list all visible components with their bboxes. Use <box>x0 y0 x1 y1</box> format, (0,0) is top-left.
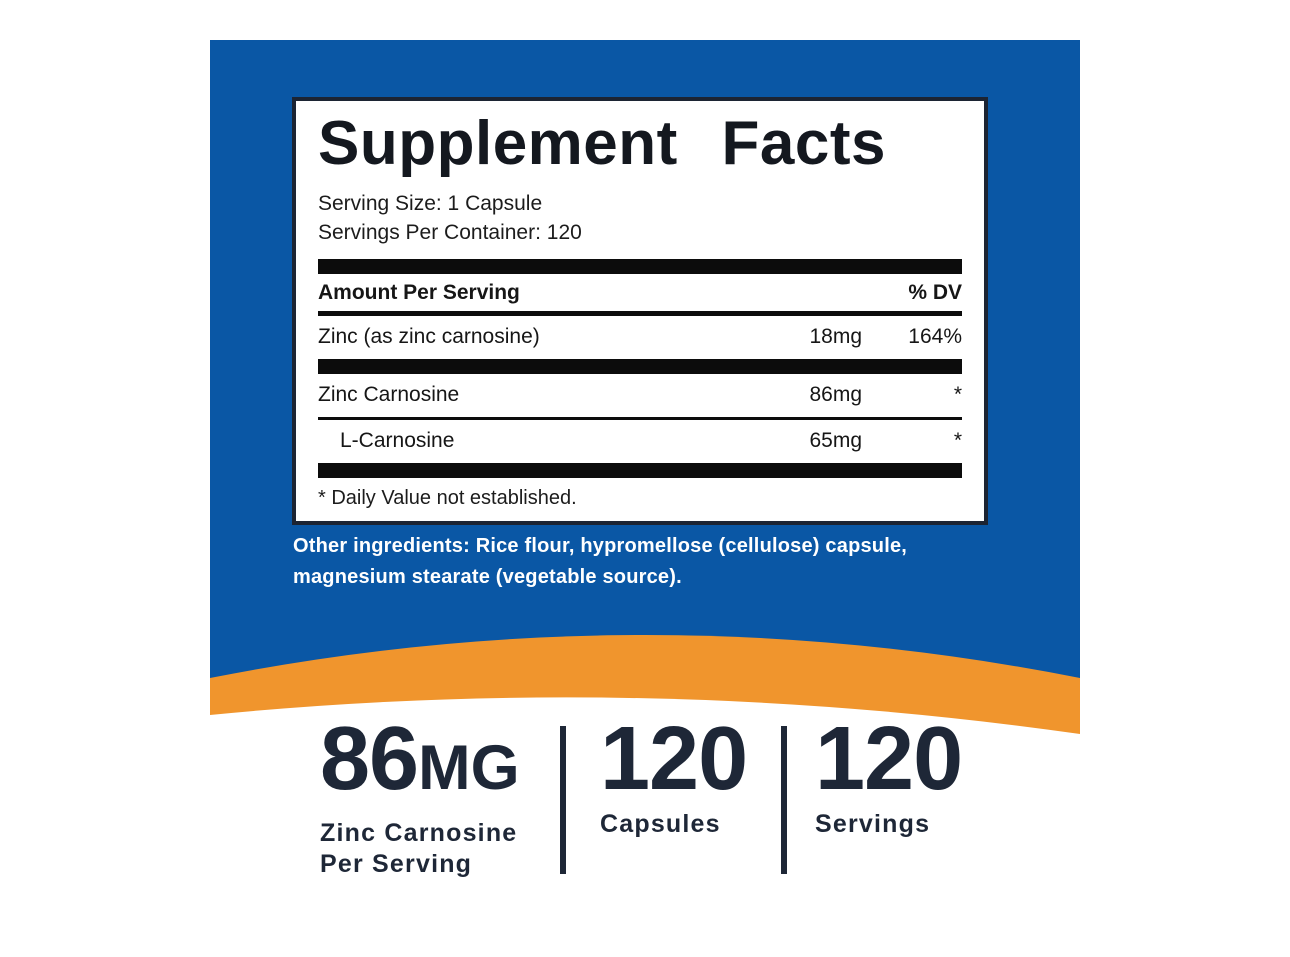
divider-thick-mid <box>318 359 962 374</box>
stat-label: Zinc Carnosine Per Serving <box>320 818 520 880</box>
nutrient-name: Zinc (as zinc carnosine) <box>318 325 540 348</box>
daily-value-footnote: * Daily Value not established. <box>318 487 577 509</box>
nutrient-dv: * <box>953 383 962 406</box>
stats-divider <box>781 726 787 874</box>
nutrient-dv: 164% <box>908 325 962 348</box>
stats-divider <box>560 726 566 874</box>
stat-number: 120 <box>815 709 963 809</box>
stat-label: Capsules <box>600 809 747 840</box>
table-row-zinc: Zinc (as zinc carnosine) 18mg 164% <box>318 316 962 359</box>
supplement-facts-box: Supplement Facts Serving Size: 1 Capsule… <box>292 97 988 525</box>
stat-label-line: Capsules <box>600 810 721 838</box>
stat-unit: MG <box>418 733 520 803</box>
stat-zinc-carnosine-per-serving: 86MG Zinc Carnosine Per Serving <box>320 714 520 880</box>
stat-number: 86 <box>320 709 419 809</box>
amount-per-serving-header: Amount Per Serving <box>318 281 520 304</box>
blue-label-panel: Supplement Facts Serving Size: 1 Capsule… <box>210 40 1080 740</box>
nutrient-name: Zinc Carnosine <box>318 383 460 406</box>
orange-swoosh-graphic <box>210 635 1080 740</box>
nutrient-amount: 65mg <box>809 429 862 452</box>
nutrient-name: L-Carnosine <box>340 429 455 452</box>
stat-value: 86MG <box>320 714 520 807</box>
stat-label: Servings <box>815 809 962 840</box>
nutrient-amount: 18mg <box>809 325 862 348</box>
stat-value: 120 <box>815 714 963 804</box>
stat-capsules: 120 Capsules <box>600 714 748 840</box>
divider-thin <box>318 417 962 420</box>
percent-dv-header: % DV <box>908 281 962 304</box>
serving-size-text: Serving Size: 1 Capsule <box>318 192 543 215</box>
servings-per-container-text: Servings Per Container: 120 <box>318 221 582 244</box>
stat-label-line: Per Serving <box>320 850 473 878</box>
stat-servings: 120 Servings <box>815 714 963 840</box>
stat-label-line: Zinc Carnosine <box>320 819 518 847</box>
other-ingredients-text: Other ingredients: Rice flour, hypromell… <box>293 535 908 588</box>
nutrient-dv: * <box>953 429 962 452</box>
stat-number: 120 <box>600 709 748 809</box>
divider-thick-bottom <box>318 463 962 478</box>
divider-thick-top <box>318 259 962 274</box>
facts-header-row: Amount Per Serving % DV <box>318 274 962 311</box>
stat-label-line: Servings <box>815 810 931 838</box>
table-row-zinc-carnosine: Zinc Carnosine 86mg * <box>318 374 962 417</box>
stat-value: 120 <box>600 714 748 804</box>
table-row-l-carnosine: L-Carnosine 65mg * <box>318 420 962 463</box>
supplement-facts-title: Supplement Facts <box>318 109 886 178</box>
divider-medium <box>318 311 962 316</box>
nutrient-amount: 86mg <box>809 383 862 406</box>
